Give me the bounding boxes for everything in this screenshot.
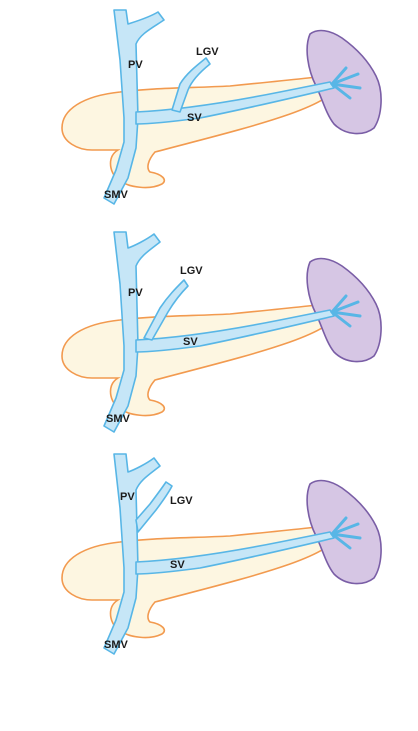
sv-label-3: SV [170, 559, 185, 571]
sv-label-2: SV [183, 336, 198, 348]
spleen-3 [306, 479, 382, 585]
portal-vein-3 [103, 453, 161, 655]
lgv-label-1: LGV [196, 46, 219, 58]
portal-vein-1 [103, 9, 165, 205]
left-gastric-vein-1 [171, 57, 211, 113]
portal-vein-2 [103, 231, 161, 433]
splenic-vein-2 [135, 309, 335, 353]
left-gastric-vein-3 [135, 481, 173, 533]
left-gastric-vein-2 [143, 279, 189, 341]
splenic-vein-1 [135, 81, 335, 125]
lgv-label-3: LGV [170, 495, 193, 507]
pv-label-2: PV [128, 287, 143, 299]
panel-1: PV LGV SV SMV [61, 9, 382, 205]
spleen-2 [306, 257, 382, 363]
pv-label-1: PV [128, 59, 143, 71]
lgv-label-2: LGV [180, 265, 203, 277]
smv-label-1: SMV [104, 189, 129, 201]
smv-label-3: SMV [104, 639, 129, 651]
panel-2: PV LGV SV SMV [61, 231, 382, 433]
pv-label-3: PV [120, 491, 135, 503]
smv-label-2: SMV [106, 413, 131, 425]
sv-label-1: SV [187, 112, 202, 124]
splenic-vein-3 [135, 531, 335, 575]
spleen-1 [306, 29, 382, 135]
panel-3: PV LGV SV SMV [61, 453, 382, 655]
